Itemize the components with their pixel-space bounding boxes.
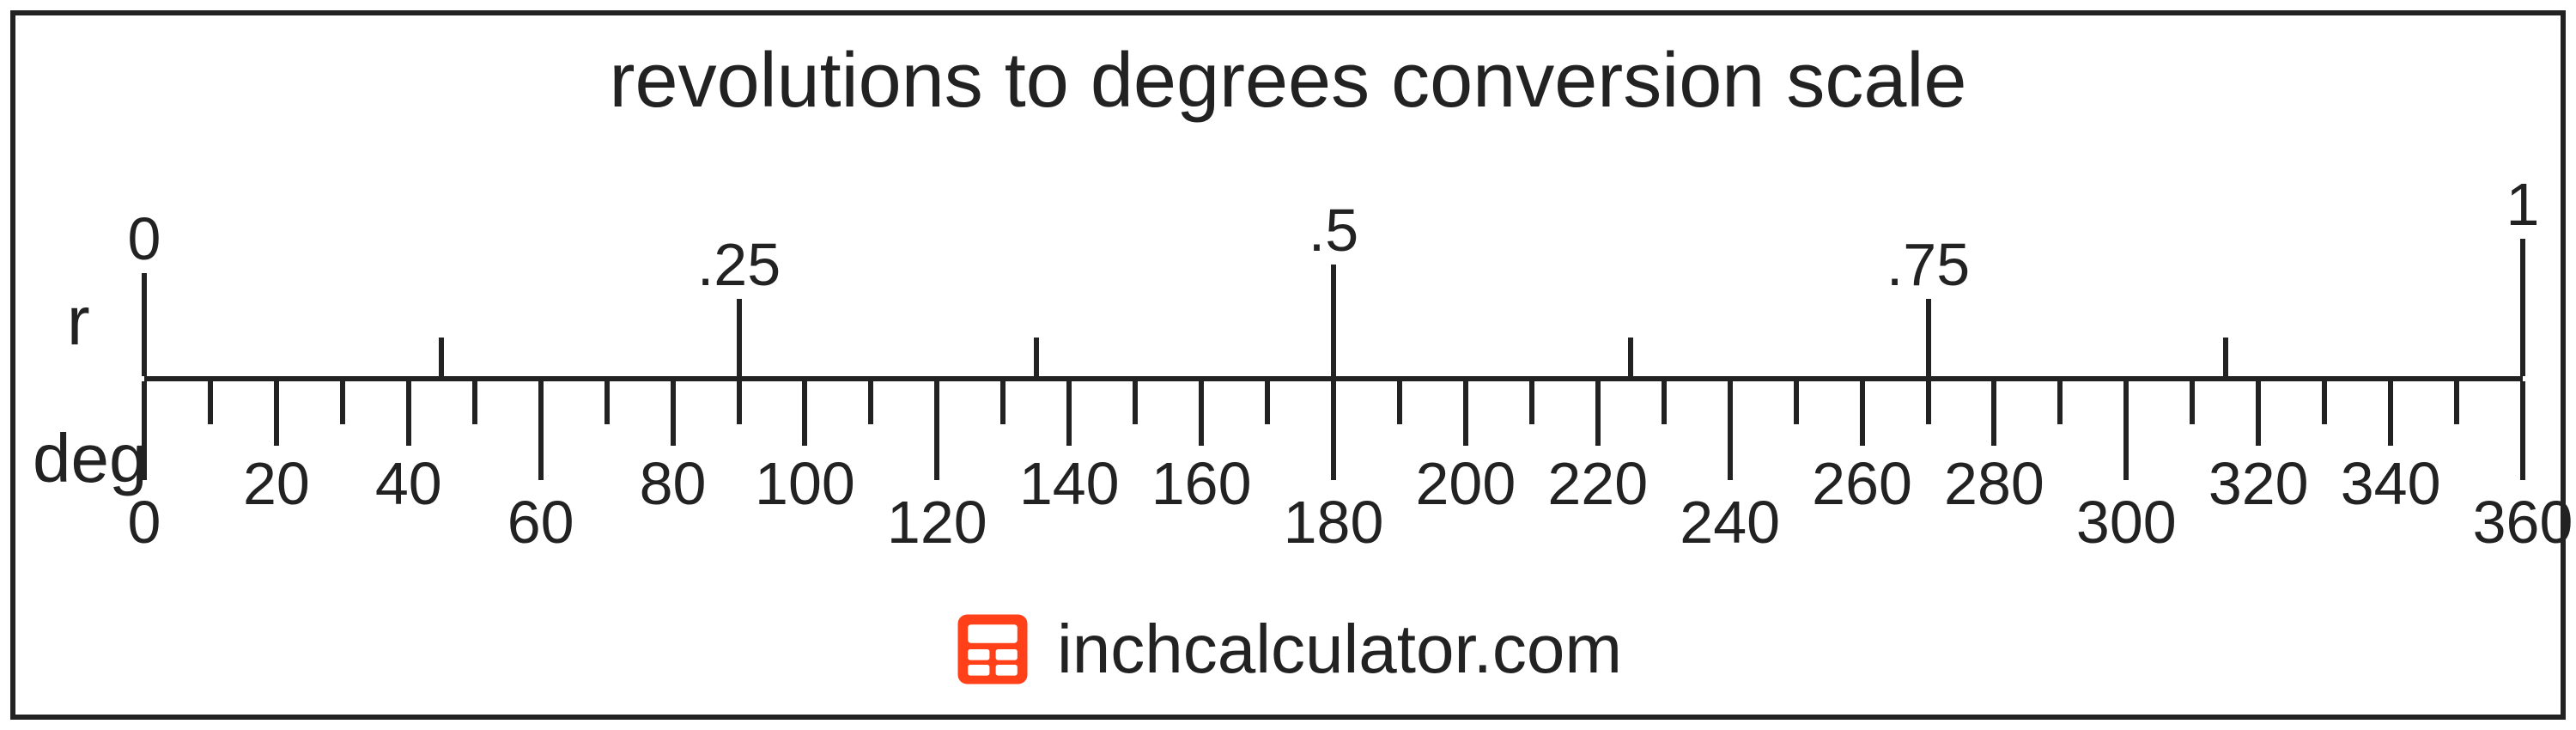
bottom-major-label: 240	[1680, 488, 1780, 557]
diagram-frame: revolutions to degrees conversion scale …	[10, 10, 2566, 720]
bottom-minor-tick	[1000, 381, 1005, 424]
bottom-minor-tick	[737, 381, 742, 424]
top-minor-tick	[439, 338, 444, 376]
bottom-minor-tick	[1662, 381, 1667, 424]
bottom-mid-tick	[1066, 381, 1072, 446]
top-major-tick	[1926, 299, 1931, 376]
bottom-major-tick	[2123, 381, 2129, 480]
bottom-mid-label: 100	[755, 449, 855, 518]
bottom-minor-tick	[1133, 381, 1138, 424]
top-minor-tick	[1034, 338, 1039, 376]
bottom-major-tick	[934, 381, 939, 480]
bottom-major-tick	[1331, 381, 1336, 480]
calculator-icon	[954, 611, 1031, 688]
bottom-mid-tick	[671, 381, 676, 446]
bottom-minor-tick	[2190, 381, 2195, 424]
bottom-major-label: 360	[2473, 488, 2573, 557]
bottom-major-tick	[2520, 381, 2525, 480]
top-major-tick	[1331, 265, 1336, 376]
unit-label-top: r	[67, 282, 90, 361]
bottom-major-label: 0	[128, 488, 161, 557]
bottom-major-tick	[538, 381, 544, 480]
bottom-major-label: 300	[2076, 488, 2177, 557]
bottom-mid-label: 140	[1019, 449, 1120, 518]
diagram-title: revolutions to degrees conversion scale	[15, 37, 2561, 125]
bottom-minor-tick	[1265, 381, 1270, 424]
bottom-mid-label: 340	[2341, 449, 2441, 518]
top-major-label: 1	[2506, 170, 2540, 239]
bottom-minor-tick	[1529, 381, 1534, 424]
bottom-minor-tick	[208, 381, 213, 424]
bottom-mid-label: 260	[1812, 449, 1912, 518]
top-major-label: 0	[128, 204, 161, 273]
bottom-mid-label: 280	[1944, 449, 2044, 518]
bottom-mid-label: 20	[243, 449, 310, 518]
conversion-scale: rdeg0.25.5.75106012018024030036020408010…	[15, 136, 2561, 582]
bottom-minor-tick	[340, 381, 345, 424]
bottom-major-label: 60	[507, 488, 574, 557]
bottom-mid-tick	[274, 381, 279, 446]
bottom-mid-label: 200	[1415, 449, 1516, 518]
top-major-label: .25	[697, 230, 781, 299]
top-major-tick	[737, 299, 742, 376]
bottom-minor-tick	[1926, 381, 1931, 424]
bottom-mid-label: 320	[2208, 449, 2309, 518]
bottom-minor-tick	[2322, 381, 2327, 424]
bottom-major-label: 180	[1284, 488, 1384, 557]
bottom-minor-tick	[868, 381, 873, 424]
bottom-minor-tick	[2454, 381, 2459, 424]
bottom-mid-label: 80	[640, 449, 707, 518]
bottom-mid-label: 220	[1547, 449, 1648, 518]
bottom-mid-tick	[802, 381, 807, 446]
bottom-mid-tick	[406, 381, 411, 446]
footer: inchcalculator.com	[15, 610, 2561, 689]
bottom-mid-tick	[1463, 381, 1468, 446]
top-major-tick	[2520, 239, 2525, 376]
bottom-mid-tick	[1860, 381, 1865, 446]
bottom-mid-tick	[2256, 381, 2261, 446]
footer-text: inchcalculator.com	[1057, 610, 1622, 689]
top-major-label: .5	[1309, 196, 1358, 265]
bottom-mid-tick	[1199, 381, 1204, 446]
bottom-minor-tick	[2057, 381, 2063, 424]
bottom-mid-tick	[1991, 381, 1996, 446]
bottom-minor-tick	[472, 381, 477, 424]
bottom-minor-tick	[1794, 381, 1799, 424]
bottom-major-tick	[142, 381, 147, 480]
bottom-major-label: 120	[887, 488, 987, 557]
top-major-label: .75	[1886, 230, 1970, 299]
top-minor-tick	[2223, 338, 2228, 376]
bottom-major-tick	[1728, 381, 1733, 480]
bottom-mid-tick	[1595, 381, 1601, 446]
unit-label-bottom: deg	[33, 419, 147, 498]
bottom-minor-tick	[1397, 381, 1402, 424]
bottom-minor-tick	[605, 381, 610, 424]
top-major-tick	[142, 273, 147, 376]
bottom-mid-tick	[2388, 381, 2393, 446]
bottom-mid-label: 40	[375, 449, 442, 518]
top-minor-tick	[1628, 338, 1633, 376]
bottom-mid-label: 160	[1151, 449, 1252, 518]
